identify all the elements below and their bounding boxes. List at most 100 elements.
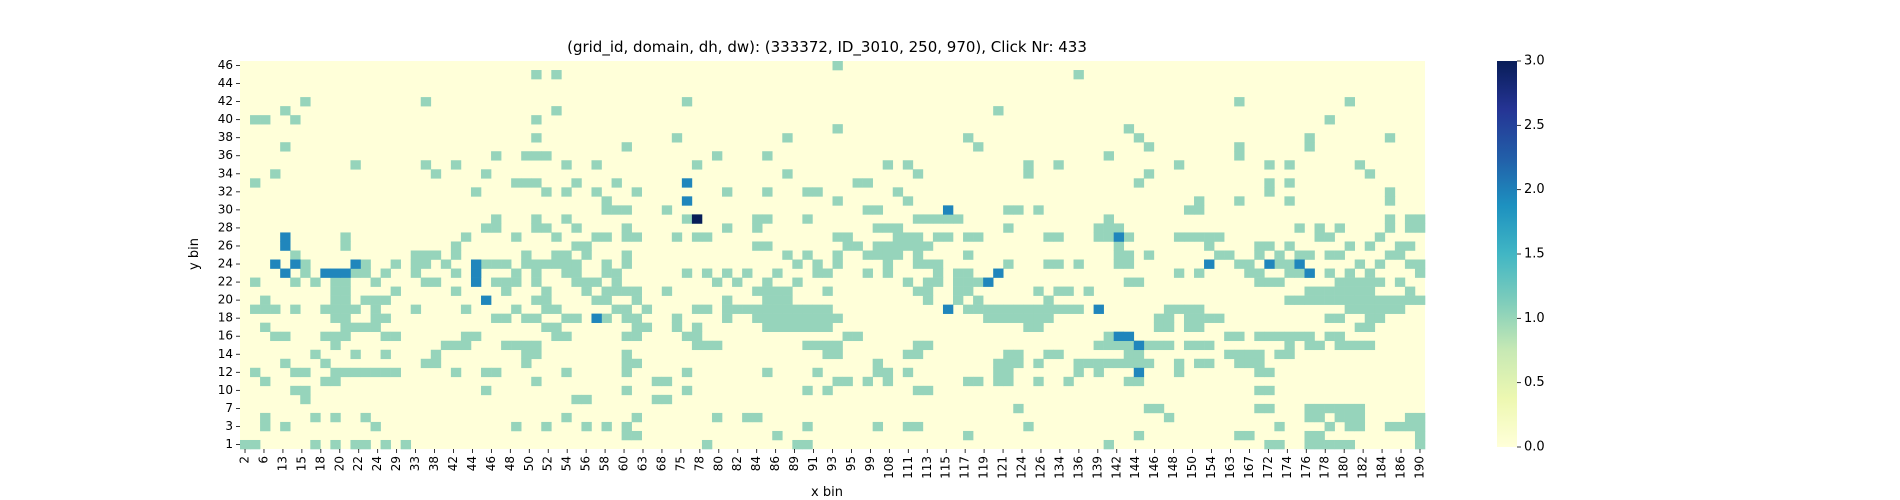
heatmap-cell [872, 241, 884, 251]
heatmap-cell [922, 214, 934, 224]
heatmap-cell [1003, 367, 1014, 378]
x-tick-label: 150 [1185, 456, 1199, 479]
heatmap-cell [812, 313, 823, 323]
heatmap-cell [1003, 358, 1014, 369]
heatmap-cell [752, 412, 763, 423]
heatmap-cell [782, 133, 793, 143]
heatmap-cell [1314, 286, 1325, 296]
heatmap-cell [1194, 232, 1205, 242]
heatmap-cell [1234, 151, 1245, 161]
heatmap-cell [691, 304, 703, 314]
heatmap-cell [481, 223, 492, 233]
heatmap-cell [591, 295, 602, 305]
heatmap-cell [1384, 187, 1396, 197]
heatmap-cell [842, 232, 853, 242]
heatmap-cell [460, 304, 472, 314]
heatmap-cell [260, 295, 271, 305]
heatmap-cell [1364, 304, 1376, 314]
heatmap-cell [300, 97, 311, 107]
heatmap-cell [491, 214, 502, 224]
heatmap-cell [1254, 331, 1265, 342]
heatmap-cell [1274, 259, 1285, 269]
heatmap-cell [531, 223, 542, 233]
heatmap-cell [1384, 223, 1396, 233]
heatmap-cell [1143, 169, 1155, 179]
heatmap-cell [1334, 340, 1345, 351]
y-tick-label: 7 [225, 401, 233, 415]
heatmap-cell [1364, 340, 1376, 351]
heatmap-cell [1314, 340, 1325, 351]
heatmap-cell [521, 259, 532, 269]
heatmap-cell [1083, 358, 1094, 369]
heatmap-cell [571, 277, 582, 287]
heatmap-cell [591, 313, 602, 323]
heatmap-cell [701, 232, 713, 242]
heatmap-cell [752, 286, 763, 296]
heatmap-cell [993, 313, 1004, 323]
heatmap-cell [772, 322, 783, 332]
heatmap-cell [1003, 259, 1014, 269]
heatmap-cell [1254, 268, 1265, 278]
heatmap-cell [1023, 421, 1034, 432]
heatmap-cell [1153, 340, 1165, 351]
heatmap-cell [531, 133, 542, 143]
heatmap-cell [300, 394, 311, 405]
heatmap-cell [1173, 268, 1185, 278]
heatmap-cell [601, 232, 612, 242]
heatmap-cell [1214, 313, 1225, 323]
heatmap-cell [963, 286, 974, 296]
heatmap-cell [1033, 322, 1044, 332]
heatmap-cell [832, 349, 843, 360]
heatmap-cell [1043, 313, 1054, 323]
x-tick-label: 18 [313, 456, 327, 471]
heatmap-cell [521, 250, 532, 260]
heatmap-cell [1404, 286, 1416, 296]
heatmap-cell [340, 331, 351, 342]
heatmap-cell [963, 268, 974, 278]
heatmap-cell [1344, 439, 1355, 450]
x-tick-label: 33 [408, 456, 422, 471]
heatmap-cell [993, 304, 1004, 314]
heatmap-cell [1123, 277, 1135, 287]
heatmap-cell [400, 439, 412, 450]
heatmap-cell [1304, 340, 1315, 351]
heatmap-cell [651, 376, 663, 387]
heatmap-cell [1354, 340, 1366, 351]
heatmap-cell [601, 421, 612, 432]
heatmap-cell [681, 331, 693, 342]
heatmap-cell [1224, 331, 1235, 342]
heatmap-cell [481, 259, 492, 269]
heatmap-cell [661, 394, 673, 405]
heatmap-cell [1294, 331, 1305, 342]
heatmap-cell [290, 304, 301, 314]
heatmap-cell [1093, 358, 1104, 369]
heatmap-cell [732, 277, 743, 287]
heatmap-cell [1304, 250, 1315, 260]
heatmap-cell [1053, 304, 1064, 314]
heatmap-cell [973, 376, 984, 387]
heatmap-cell [1384, 295, 1396, 305]
x-tick-label: 15 [294, 456, 308, 471]
x-tick-label: 144 [1128, 456, 1142, 479]
x-tick-label: 190 [1413, 456, 1427, 479]
heatmap-cell [250, 304, 261, 314]
heatmap-cell [1003, 223, 1014, 233]
heatmap-cell [711, 151, 723, 161]
heatmap-cell [350, 349, 361, 360]
heatmap-cell [772, 286, 783, 296]
heatmap-cell [912, 214, 924, 224]
heatmap-cell [330, 367, 341, 378]
heatmap-cell [531, 214, 542, 224]
x-tick-label: 42 [446, 456, 460, 471]
x-tick-label: 167 [1242, 456, 1256, 479]
heatmap-cell [1043, 259, 1054, 269]
heatmap-cell [802, 187, 813, 197]
heatmap-cell [621, 223, 632, 233]
heatmap-cell [822, 313, 833, 323]
heatmap-cell [1153, 313, 1165, 323]
heatmap-cell [912, 241, 924, 251]
heatmap-cell [1384, 304, 1396, 314]
heatmap-cell [571, 268, 582, 278]
heatmap-cell [802, 313, 813, 323]
heatmap-cell [1133, 358, 1145, 369]
